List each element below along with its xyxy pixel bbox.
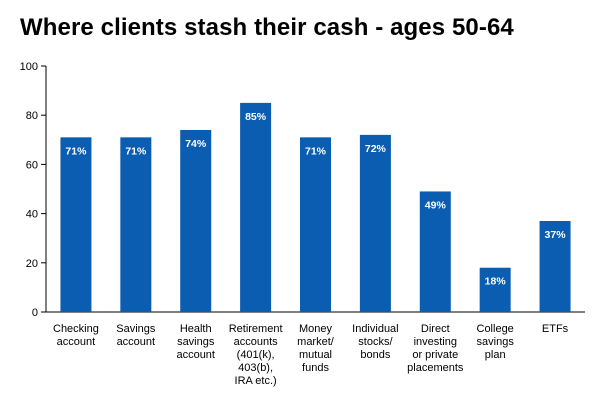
y-tick-label: 40 <box>26 209 38 221</box>
data-label: 37% <box>545 229 567 241</box>
category-label: Money market/mutual funds <box>297 323 335 374</box>
y-tick-label: 60 <box>26 159 38 171</box>
category-label: Individual stocks/bonds <box>352 323 398 361</box>
bar <box>240 102 272 313</box>
y-tick-label: 20 <box>26 258 38 270</box>
data-label: 72% <box>365 143 387 155</box>
category-label: College savings plan <box>477 323 515 361</box>
bar <box>60 137 92 312</box>
data-label: 85% <box>245 111 267 123</box>
y-tick-label: 0 <box>32 307 38 319</box>
y-tick-label: 100 <box>20 61 38 73</box>
bar <box>539 220 571 312</box>
bar <box>300 137 331 312</box>
data-label: 71% <box>125 145 147 157</box>
y-tick-label: 80 <box>26 110 38 122</box>
bar <box>180 129 212 312</box>
chart-title: Where clients stash their cash - ages 50… <box>20 14 514 41</box>
bars-layer <box>60 102 571 313</box>
data-label: 71% <box>65 145 87 157</box>
data-label: 18% <box>485 276 507 288</box>
bar <box>120 137 152 312</box>
bar <box>479 267 511 312</box>
data-label: 74% <box>185 138 207 150</box>
bar <box>359 134 391 312</box>
category-label: Savings account <box>116 323 156 348</box>
data-label: 49% <box>425 199 447 211</box>
category-label: Retirement accounts (401(k), 403(b), IRA etc… <box>229 323 283 387</box>
bar <box>419 191 451 312</box>
category-label: Direct investing or private placements <box>407 323 464 374</box>
category-label: ETFs <box>542 323 569 335</box>
category-label: Checking account <box>53 323 99 348</box>
labels-layer: 71% Checking account 71% Savings account 74% He… <box>53 111 569 387</box>
category-label: Health savings account <box>176 323 215 361</box>
data-label: 71% <box>305 145 327 157</box>
